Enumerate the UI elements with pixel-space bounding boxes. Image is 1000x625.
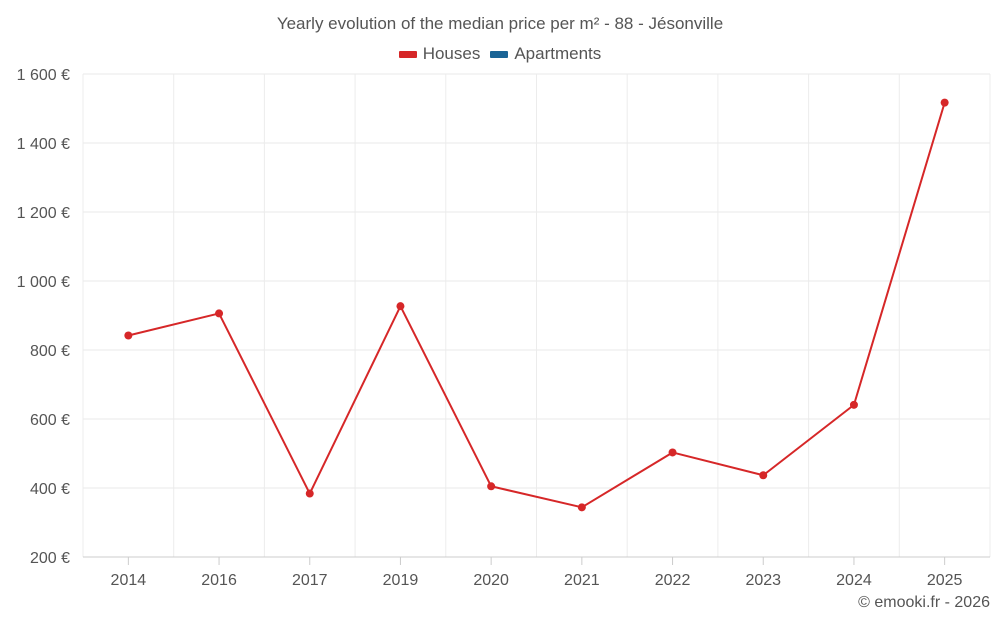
x-tick-label: 2021 [564,572,600,589]
legend-item-apartments[interactable]: Apartments [490,44,601,64]
y-tick-label: 1 400 € [17,136,70,153]
x-tick-label: 2025 [927,572,963,589]
data-point-houses [759,471,768,480]
legend: Houses Apartments [0,44,1000,64]
x-tick-label: 2019 [383,572,419,589]
y-tick-label: 1 600 € [17,67,70,84]
x-tick-label: 2023 [745,572,781,589]
data-point-houses [849,400,858,409]
legend-item-houses[interactable]: Houses [398,44,481,64]
data-point-houses [668,448,677,457]
legend-swatch-houses [398,50,417,58]
x-tick-label: 2022 [655,572,691,589]
data-point-houses [124,331,133,340]
chart-title: Yearly evolution of the median price per… [276,14,724,33]
data-point-houses [940,98,949,107]
x-tick-label: 2020 [473,572,509,589]
data-point-houses [305,489,314,498]
y-tick-label: 400 € [30,481,70,498]
x-tick-label: 2024 [836,572,872,589]
y-tick-label: 1 200 € [17,205,70,222]
legend-swatch-apartments [490,50,509,58]
y-tick-label: 600 € [30,412,70,429]
data-point-houses [215,309,224,318]
x-tick-label: 2014 [111,572,147,589]
x-tick-label: 2016 [201,572,237,589]
data-point-houses [396,302,405,311]
y-tick-label: 200 € [30,550,70,567]
credit-text: © emooki.fr - 2026 [858,594,990,611]
data-point-houses [487,482,496,491]
x-tick-label: 2017 [292,572,328,589]
data-point-houses [577,503,586,512]
legend-label-apartments: Apartments [514,44,602,63]
y-tick-label: 1 000 € [17,274,70,291]
legend-label-houses: Houses [422,44,481,63]
series-line-houses [128,102,946,509]
y-tick-label: 800 € [30,343,70,360]
